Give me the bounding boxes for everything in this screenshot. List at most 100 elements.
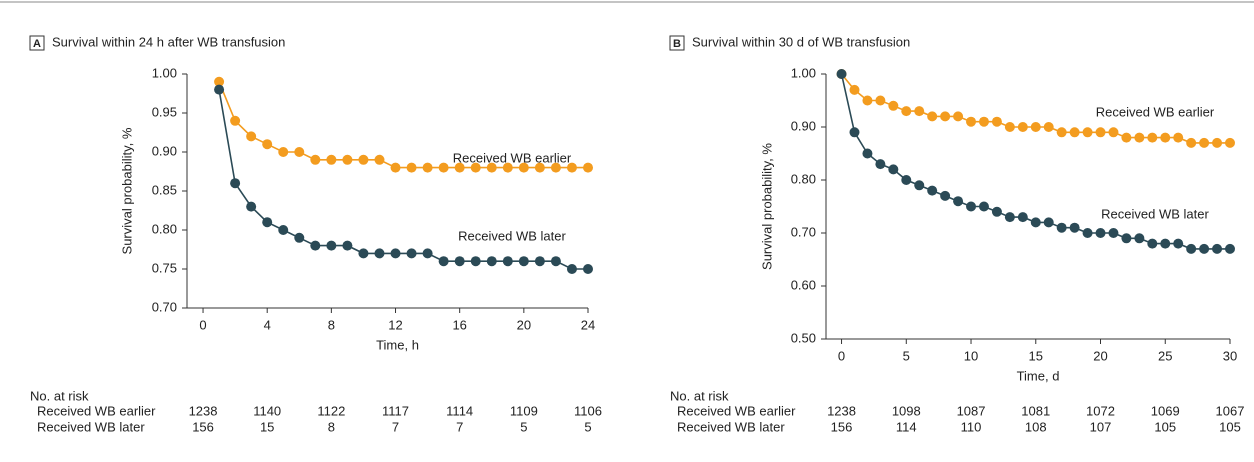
risk-value: 1067 [1216,403,1245,418]
risk-value: 1109 [510,403,538,418]
risk-value: 1072 [1086,403,1115,418]
survival-point [550,162,561,173]
x-tick-label: 5 [903,348,910,363]
survival-point [502,256,513,267]
survival-point [1212,243,1223,254]
survival-point [294,232,305,243]
survival-point [326,154,337,165]
risk-value: 1081 [1021,403,1050,418]
survival-point [1056,127,1067,138]
risk-row-name: Received WB later [37,419,145,434]
survival-point [1108,127,1119,138]
survival-point [1095,228,1106,238]
survival-point [849,127,860,138]
survival-point [566,264,577,274]
risk-value: 1114 [446,403,473,418]
survival-point [534,162,545,173]
survival-point [888,100,899,111]
survival-point [1056,222,1067,233]
survival-point [246,201,257,212]
survival-point [914,106,925,117]
survival-point [1173,238,1184,249]
survival-point [374,248,385,259]
risk-value: 108 [1025,419,1047,434]
x-tick-label: 15 [1029,348,1043,363]
survival-point [583,162,593,173]
risk-value: 1106 [574,403,602,418]
survival-point [1121,132,1132,143]
survival-point [518,162,529,173]
survival-point [1212,137,1223,148]
legend-label: Received WB later [458,228,566,243]
panel-letter: A [33,38,41,50]
survival-point [534,256,545,267]
survival-point [1199,243,1210,254]
x-axis-label: Time, h [376,337,419,352]
survival-point [486,256,497,267]
survival-point [875,159,886,170]
survival-point [1108,228,1119,238]
survival-point [390,248,401,259]
risk-value: 1122 [317,403,345,418]
survival-point [1186,137,1197,148]
y-tick-label: 0.75 [152,260,177,275]
survival-point [1134,233,1145,244]
survival-point [262,217,273,228]
survival-point [358,248,369,259]
survival-point [978,201,989,212]
x-tick-label: 12 [388,317,402,332]
risk-value: 110 [961,419,982,434]
x-tick-label: 25 [1158,348,1172,363]
survival-point [1004,122,1015,132]
y-tick-label: 0.90 [791,118,816,133]
survival-point [583,264,593,274]
survival-point [262,139,273,150]
survival-point [978,116,989,127]
survival-point [438,256,449,267]
survival-point [1004,212,1015,223]
survival-point [214,84,225,95]
x-tick-label: 4 [264,317,271,332]
risk-value: 5 [520,419,527,434]
chart-title: Survival within 30 d of WB transfusion [692,34,910,49]
risk-value: 107 [1090,419,1112,434]
risk-value: 7 [456,419,463,434]
survival-point [246,131,257,142]
survival-point [862,148,873,159]
risk-value: 1117 [382,403,409,418]
survival-point [940,111,951,122]
y-tick-label: 0.85 [152,182,177,197]
y-axis-label: Survival probability, % [759,143,774,270]
survival-point [927,185,938,196]
risk-row-name: Received WB earlier [37,403,156,418]
survival-point [901,106,912,117]
x-tick-label: 30 [1223,348,1237,363]
y-tick-label: 0.95 [152,104,177,119]
survival-point [422,248,433,259]
survival-point [966,201,977,212]
survival-point [953,111,964,122]
survival-point [1095,127,1106,138]
survival-point [470,256,481,267]
y-tick-label: 0.80 [791,171,816,186]
survival-point [1160,238,1171,249]
y-tick-label: 0.80 [152,221,177,236]
survival-point [566,162,577,173]
survival-point [550,256,561,267]
x-tick-label: 0 [838,348,845,363]
survival-point [278,147,289,157]
y-tick-label: 1.00 [152,65,177,80]
survival-point [294,147,305,157]
survival-point [422,162,433,173]
x-tick-label: 8 [328,317,335,332]
survival-point [1069,222,1080,233]
survival-point [862,95,873,106]
survival-point [849,84,860,95]
x-tick-label: 20 [517,317,531,332]
survival-point [836,69,847,79]
x-tick-label: 16 [452,317,466,332]
survival-point [1186,243,1197,254]
survival-point [454,162,465,173]
